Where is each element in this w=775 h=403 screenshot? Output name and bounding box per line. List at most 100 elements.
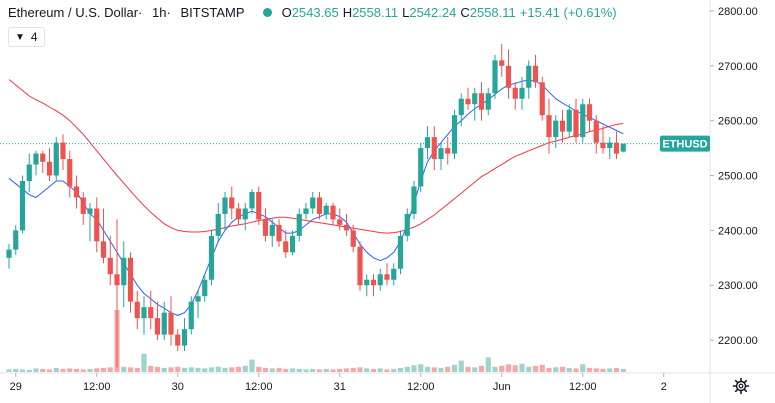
volume-bar [67,368,73,372]
volume-bar [323,368,329,372]
market-status-icon[interactable] [262,8,272,17]
volume-bar [235,366,242,372]
volume-bar [424,366,431,372]
x-tick-label: 2 [661,381,667,393]
x-tick-label: 12:00 [569,381,597,393]
volume-bar [296,368,302,372]
candle-body [431,137,437,160]
candle-body [46,161,53,176]
volume-bar [256,366,262,372]
volume-bar [613,367,620,372]
volume-bar [181,367,188,372]
candle-body [411,186,417,214]
candle-body [451,115,458,154]
volume-bar [539,364,545,372]
volume-bar [526,366,532,372]
volume-bar [391,368,397,372]
candle-body [114,274,120,286]
volume-bar [337,368,343,372]
volume-bar [121,366,127,372]
candle-body [67,159,73,187]
candle-body [33,153,39,165]
indicators-toggle-button[interactable]: ▼ 4 [8,27,45,47]
indicators-count: 4 [30,30,38,44]
volume-bar [465,366,471,372]
candle-body [148,307,154,319]
volume-bar [19,369,26,372]
low-label: L [402,5,410,20]
ma-fast-line [8,79,624,316]
candle-body [262,219,269,236]
candle-body [73,186,80,198]
volume-bar [553,367,559,372]
symbol-title: Ethereum / U.S. Dollar [8,5,139,20]
volume-bar [316,369,323,372]
volume-bar [472,367,478,372]
candle-body [337,219,343,225]
open-label: O [281,5,292,20]
volume-bar [310,368,316,372]
volume-bar [492,366,498,372]
volume-bar [249,359,255,372]
candle-body [60,142,66,160]
chart-header: Ethereum / U.S. Dollar · 1h · BITSTAMP O… [8,5,617,20]
high-value: 2558.11 [352,5,399,20]
candle-body [532,65,539,83]
ma-slow-line [8,79,624,234]
volume-bar [478,365,485,372]
candle-body [208,235,215,280]
candle-body [559,120,566,132]
y-tick-label: 2800.00 [718,6,758,18]
open-value: 2543.65 [291,5,339,20]
candle-body [53,142,59,176]
volume-bar [397,367,404,372]
candle-body [127,257,134,302]
volume-bar [343,368,350,372]
candle-body [121,257,127,286]
candle-body [188,301,194,330]
candle-body [256,191,262,220]
settings-button[interactable] [731,376,751,396]
candle-body [141,307,147,319]
candle-body [19,181,26,231]
candle-body [499,60,505,66]
candle-body [161,312,167,335]
candle-body [384,274,390,280]
interval-label[interactable]: 1h [152,5,167,20]
candle-body [134,301,140,319]
candle-body [424,137,431,149]
volume-bar [202,368,208,372]
ethusd-badge [660,135,710,152]
candle-body [154,318,161,335]
high-label: H [342,5,353,20]
volume-bar [438,367,444,372]
candle-body [620,143,626,152]
candle-body [370,279,377,286]
candle-body [573,109,579,138]
volume-bar [458,360,464,372]
volume-bar [559,366,566,372]
volume-bar [195,367,201,372]
volume-bar [46,369,53,372]
candle-body [613,142,620,154]
candle-body [472,93,478,105]
volume-bar [411,365,417,372]
volume-bar [532,365,539,372]
candle-body [13,230,19,250]
exchange-label: BITSTAMP [180,5,245,20]
candle-body [310,197,316,209]
close-value: 2558.11 [469,5,516,20]
candle-body [195,296,201,302]
volume-bar [175,366,181,372]
candle-body [316,197,323,214]
volume-bar [168,367,174,372]
volume-bar [289,368,296,372]
candle-body [438,148,444,160]
candle-body [485,93,491,110]
candle-body [350,230,356,247]
volume-bar [600,368,606,372]
candle-body [404,213,410,236]
volume-bar [607,368,613,372]
